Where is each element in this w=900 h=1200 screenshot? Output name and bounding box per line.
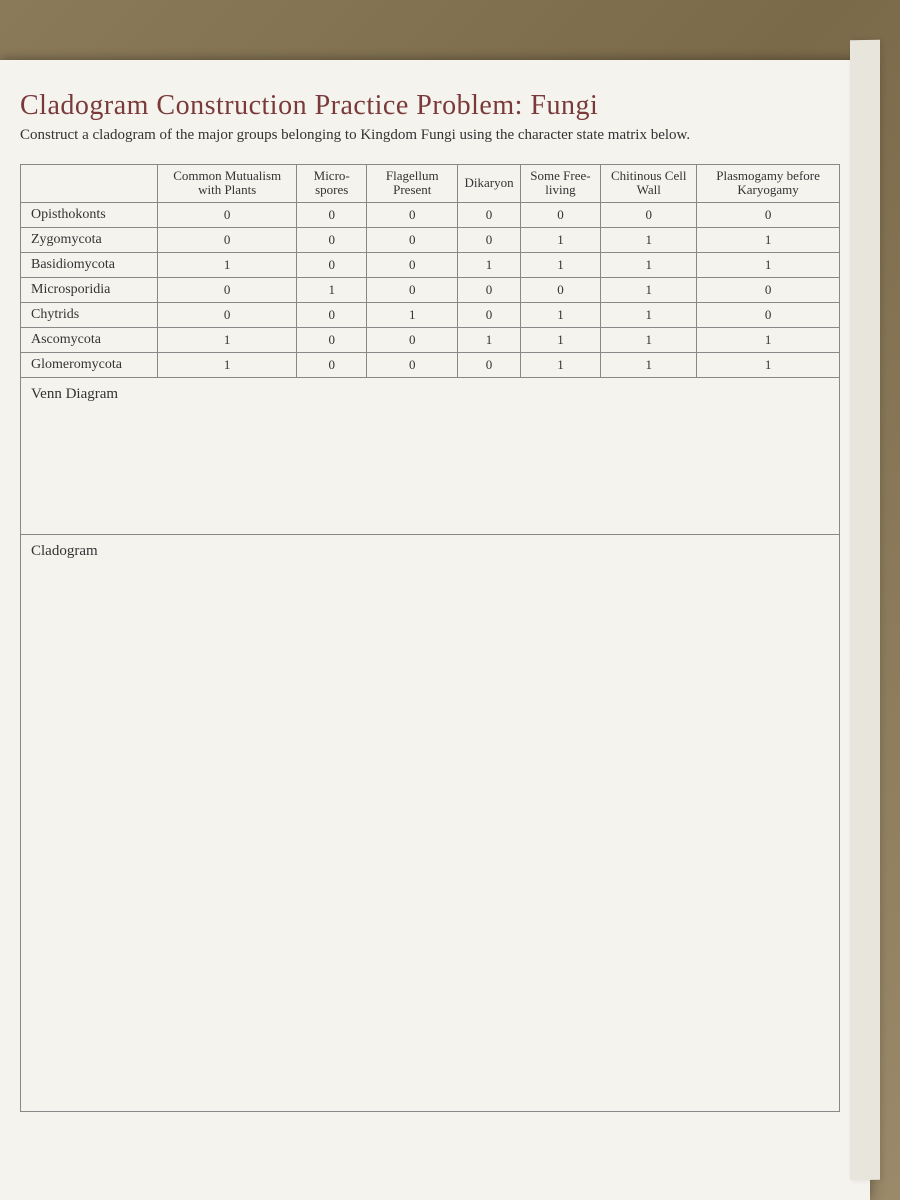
cell: 1: [158, 253, 297, 278]
cell: 1: [697, 253, 840, 278]
cell: 0: [367, 328, 458, 353]
venn-diagram-section: Venn Diagram: [20, 378, 840, 535]
col-header: Common Mutualism with Plants: [158, 164, 297, 203]
cell: 1: [520, 303, 601, 328]
table-row: Chytrids 0 0 1 0 1 1 0: [21, 303, 840, 328]
cell: 0: [458, 203, 520, 228]
instructions-text: Construct a cladogram of the major group…: [20, 126, 840, 146]
table-header-row: Common Mutualism with Plants Micro-spore…: [21, 164, 840, 203]
venn-label: Venn Diagram: [31, 386, 118, 403]
cell: 0: [297, 353, 367, 378]
cell: 1: [458, 328, 520, 353]
cladogram-label: Cladogram: [31, 543, 98, 560]
cell: 1: [158, 328, 297, 353]
cell: 0: [520, 278, 601, 303]
col-header: Chitinous Cell Wall: [601, 164, 697, 203]
cell: 1: [367, 303, 458, 328]
col-header: Micro-spores: [297, 164, 367, 203]
table-row: Zygomycota 0 0 0 0 1 1 1: [21, 228, 840, 253]
table-row: Basidiomycota 1 0 0 1 1 1 1: [21, 253, 840, 278]
row-label: Zygomycota: [21, 228, 158, 253]
cell: 0: [367, 203, 458, 228]
cell: 1: [297, 278, 367, 303]
cell: 0: [158, 303, 297, 328]
cell: 1: [601, 278, 697, 303]
row-label: Microsporidia: [21, 278, 158, 303]
cell: 1: [458, 253, 520, 278]
cell: 0: [297, 253, 367, 278]
cell: 0: [158, 278, 297, 303]
cell: 1: [601, 228, 697, 253]
row-label: Glomeromycota: [21, 353, 158, 378]
cell: 0: [158, 203, 297, 228]
col-header: Dikaryon: [458, 164, 520, 203]
cladogram-section: Cladogram: [20, 535, 840, 1112]
cell: 1: [601, 328, 697, 353]
col-header: Some Free-living: [520, 164, 601, 203]
cell: 0: [458, 228, 520, 253]
table-row: Opisthokonts 0 0 0 0 0 0 0: [21, 203, 840, 228]
cell: 0: [367, 353, 458, 378]
row-label: Basidiomycota: [21, 253, 158, 278]
page-title: Cladogram Construction Practice Problem:…: [20, 90, 840, 122]
cell: 0: [697, 278, 840, 303]
table-body: Opisthokonts 0 0 0 0 0 0 0 Zygomycota 0 …: [21, 203, 840, 378]
cell: 1: [158, 353, 297, 378]
table-row: Microsporidia 0 1 0 0 0 1 0: [21, 278, 840, 303]
cell: 1: [601, 253, 697, 278]
row-label: Opisthokonts: [21, 203, 158, 228]
cell: 1: [601, 303, 697, 328]
cell: 0: [520, 203, 601, 228]
row-label: Chytrids: [21, 303, 158, 328]
cell: 1: [601, 353, 697, 378]
cell: 0: [367, 253, 458, 278]
cell: 0: [297, 328, 367, 353]
table-row: Ascomycota 1 0 0 1 1 1 1: [21, 328, 840, 353]
cell: 0: [297, 228, 367, 253]
cell: 1: [697, 328, 840, 353]
cell: 0: [697, 303, 840, 328]
cell: 1: [520, 228, 601, 253]
cell: 1: [520, 353, 601, 378]
cell: 1: [697, 228, 840, 253]
cell: 1: [520, 253, 601, 278]
cell: 1: [697, 353, 840, 378]
cell: 0: [367, 228, 458, 253]
table-row: Glomeromycota 1 0 0 0 1 1 1: [21, 353, 840, 378]
col-header: Plasmogamy before Karyogamy: [697, 164, 840, 203]
worksheet-paper: Cladogram Construction Practice Problem:…: [0, 60, 870, 1200]
cell: 0: [297, 303, 367, 328]
character-state-matrix: Common Mutualism with Plants Micro-spore…: [20, 164, 840, 379]
corner-cell: [21, 164, 158, 203]
cell: 0: [601, 203, 697, 228]
cell: 0: [697, 203, 840, 228]
cell: 1: [520, 328, 601, 353]
cell: 0: [458, 303, 520, 328]
row-label: Ascomycota: [21, 328, 158, 353]
cell: 0: [458, 353, 520, 378]
cell: 0: [367, 278, 458, 303]
cell: 0: [458, 278, 520, 303]
cell: 0: [297, 203, 367, 228]
col-header: Flagellum Present: [367, 164, 458, 203]
cell: 0: [158, 228, 297, 253]
